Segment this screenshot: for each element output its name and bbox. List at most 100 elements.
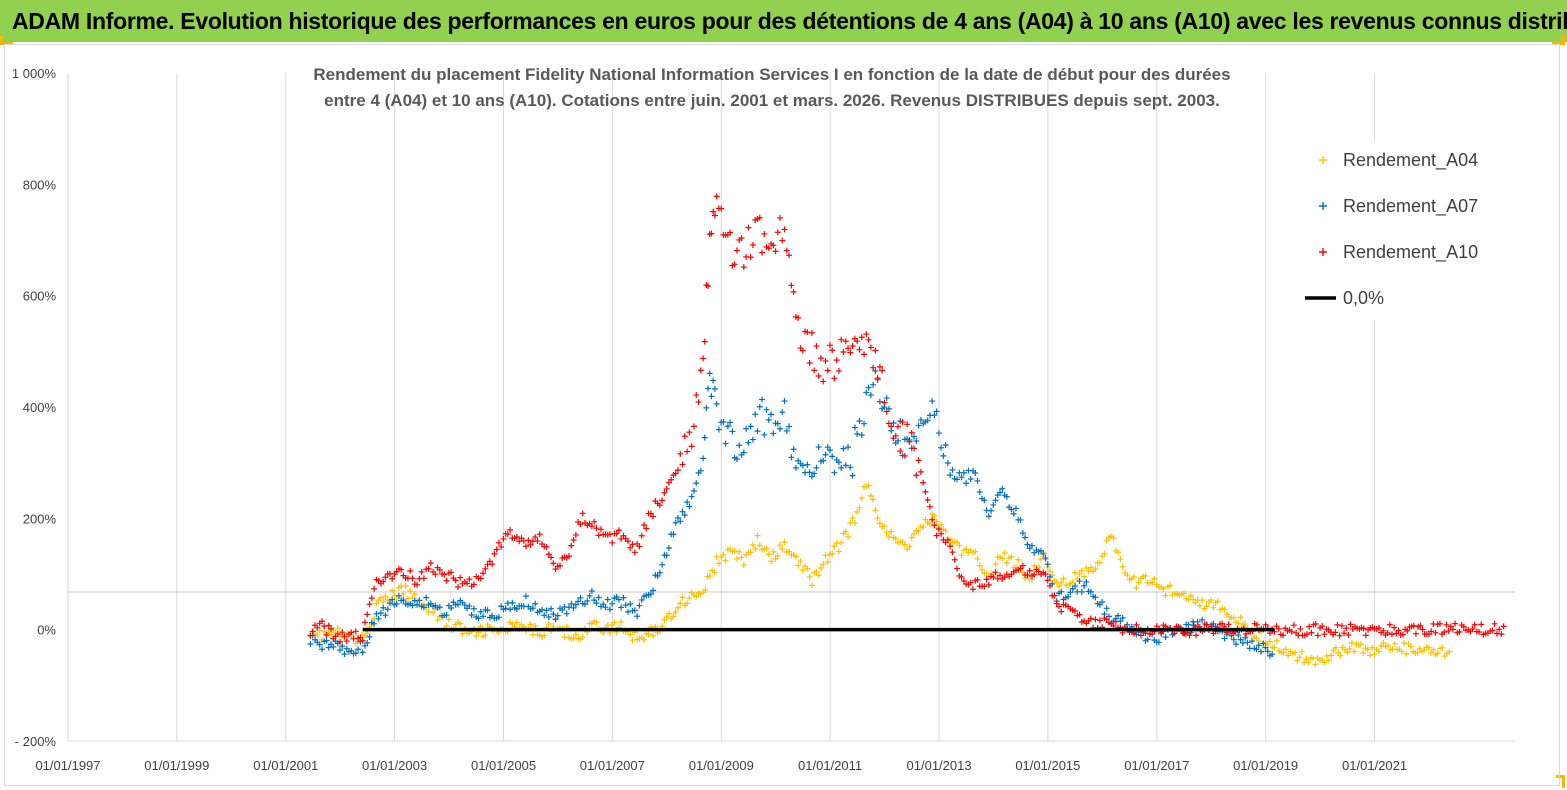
series-marker	[323, 631, 330, 638]
series-marker	[572, 631, 579, 638]
series-marker	[1131, 630, 1138, 637]
series-marker	[944, 459, 951, 466]
series-marker	[554, 612, 561, 619]
series-marker	[1225, 621, 1232, 628]
series-marker	[468, 612, 475, 619]
series-marker	[733, 247, 740, 254]
series-marker	[1233, 641, 1240, 648]
series-marker	[815, 572, 822, 579]
series-marker	[1003, 493, 1010, 500]
series-marker	[1446, 648, 1453, 655]
series-marker	[593, 619, 600, 626]
series-marker	[638, 532, 645, 539]
series-marker	[922, 488, 929, 495]
series-marker	[659, 561, 666, 568]
series-marker	[1303, 631, 1310, 638]
series-marker	[867, 392, 874, 399]
series-marker	[1092, 565, 1099, 572]
series-marker	[967, 475, 974, 482]
series-marker	[1260, 640, 1267, 647]
series-marker	[1262, 621, 1269, 628]
series-marker	[1391, 624, 1398, 631]
series-marker	[990, 501, 997, 508]
series-marker	[384, 606, 391, 613]
series-marker	[765, 551, 772, 558]
series-marker	[1019, 530, 1026, 537]
series-marker	[1137, 632, 1144, 639]
series-marker	[368, 595, 375, 602]
series-marker	[1135, 579, 1142, 586]
series-marker	[561, 634, 568, 641]
series-marker	[944, 536, 951, 543]
series-marker	[727, 229, 734, 236]
series-marker	[1001, 549, 1008, 556]
series-marker	[731, 547, 738, 554]
series-marker	[484, 607, 491, 614]
series-marker	[373, 600, 380, 607]
series-marker	[870, 364, 877, 371]
series-marker	[491, 550, 498, 557]
series-marker	[473, 632, 480, 639]
series-marker	[436, 604, 443, 611]
series-marker	[865, 384, 872, 391]
series-marker	[754, 532, 761, 539]
series-marker	[829, 550, 836, 557]
series-marker	[1297, 625, 1304, 632]
series-marker	[1336, 632, 1343, 639]
series-marker	[820, 561, 827, 568]
series-marker	[1010, 510, 1017, 517]
series-marker	[727, 419, 734, 426]
y-tick-label: 200%	[23, 511, 57, 526]
series-marker	[1258, 648, 1265, 655]
series-marker	[849, 472, 856, 479]
series-marker	[929, 516, 936, 523]
series-marker	[822, 357, 829, 364]
series-marker	[1012, 505, 1019, 512]
series-marker	[835, 459, 842, 466]
selection-corner-handle[interactable]	[1552, 36, 1565, 45]
series-marker	[593, 600, 600, 607]
series-marker	[577, 521, 584, 528]
series-marker	[330, 643, 337, 650]
series-marker	[795, 314, 802, 321]
series-marker	[710, 377, 717, 384]
chart-grid	[67, 73, 1515, 742]
series-marker	[355, 646, 362, 653]
selection-corner-handle[interactable]	[0, 36, 13, 45]
series-marker	[674, 467, 681, 474]
series-marker	[584, 597, 591, 604]
series-marker	[1076, 571, 1083, 578]
series-marker	[920, 524, 927, 531]
series-marker	[1476, 629, 1483, 636]
series-marker	[951, 556, 958, 563]
series-marker	[1471, 621, 1478, 628]
series-marker	[430, 609, 437, 616]
series-marker	[543, 543, 550, 550]
series-marker	[452, 577, 459, 584]
series-marker	[570, 536, 577, 543]
series-marker	[1282, 646, 1289, 653]
series-marker	[618, 604, 625, 611]
series-marker	[947, 543, 954, 550]
series-marker	[715, 426, 722, 433]
selection-corner-handle[interactable]	[1556, 775, 1565, 788]
series-marker	[591, 518, 598, 525]
series-marker	[1046, 582, 1053, 589]
legend-label: Rendement_A10	[1343, 242, 1478, 263]
series-marker	[824, 558, 831, 565]
series-marker	[715, 560, 722, 567]
series-marker	[361, 619, 368, 626]
series-marker	[1362, 632, 1369, 639]
series-marker	[1404, 627, 1411, 634]
series-marker	[513, 533, 520, 540]
chart-title-line: Rendement du placement Fidelity National…	[313, 65, 1230, 84]
series-marker	[985, 581, 992, 588]
series-marker	[1328, 652, 1335, 659]
series-marker	[822, 451, 829, 458]
series-marker	[790, 288, 797, 295]
series-marker	[1151, 575, 1158, 582]
series-marker	[740, 561, 747, 568]
legend-marker-symbol	[1319, 202, 1327, 210]
series-marker	[1312, 661, 1319, 668]
series-marker	[643, 525, 650, 532]
